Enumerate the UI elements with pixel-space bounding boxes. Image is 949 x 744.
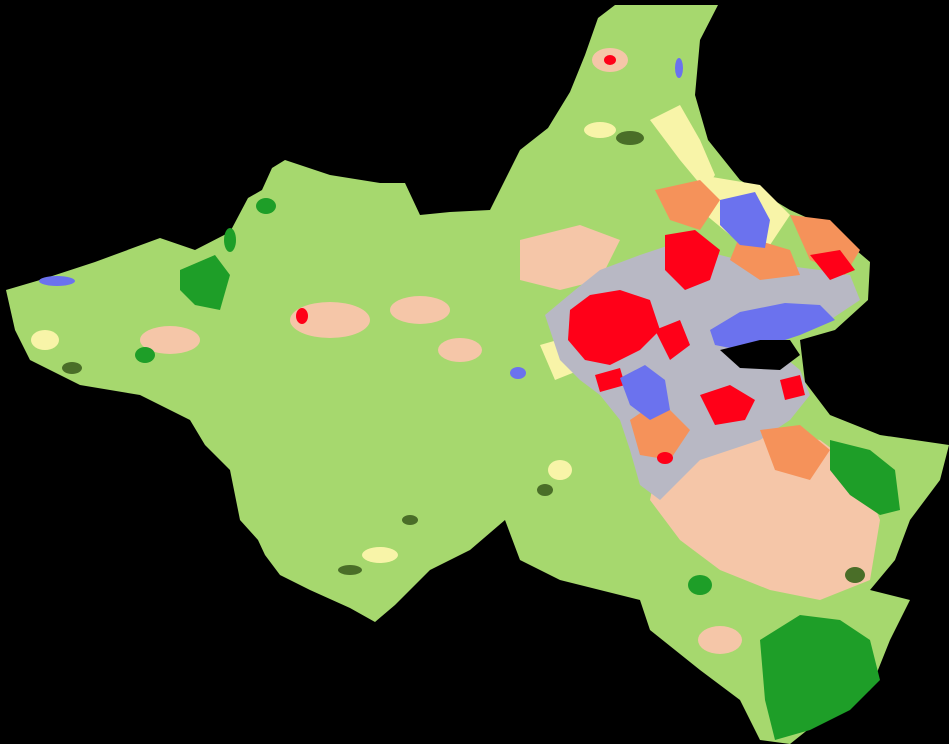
dark-forest-layer [62, 131, 865, 583]
suburban-layer [140, 48, 880, 654]
forest-layer [135, 198, 900, 740]
nodata-patch [720, 340, 800, 370]
water-layer [39, 58, 835, 420]
urban-dense-layer [296, 55, 855, 464]
